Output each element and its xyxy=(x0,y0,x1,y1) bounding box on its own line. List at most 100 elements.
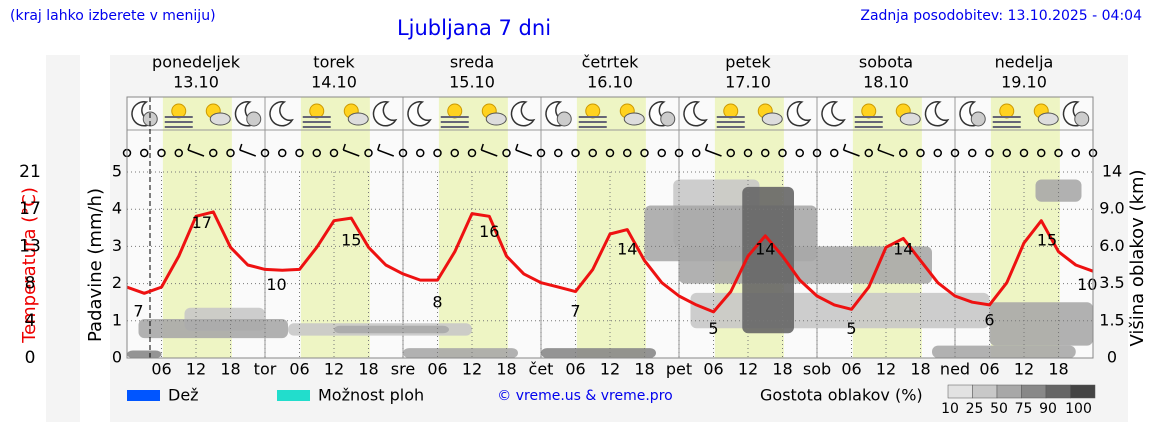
cloud-icon xyxy=(1074,111,1090,127)
cloud-area xyxy=(690,292,990,329)
temp-label: 6 xyxy=(984,310,994,329)
day-name: torek xyxy=(313,53,355,72)
wind-calm xyxy=(830,148,839,158)
moon-icon xyxy=(821,101,846,127)
x-tick-label: 18 xyxy=(220,360,240,379)
wind-calm xyxy=(398,148,408,158)
wind-barb xyxy=(877,149,895,157)
y2-tick-label: 1.5 xyxy=(1099,310,1124,329)
cloud-area xyxy=(1035,179,1082,202)
temp-label: 5 xyxy=(846,319,856,338)
wind-calm xyxy=(364,148,373,158)
wind-calm xyxy=(623,148,632,158)
x-tick-label: sre xyxy=(391,360,415,379)
wind-calm xyxy=(743,148,753,158)
wind-calm xyxy=(761,148,770,158)
day-name: nedelja xyxy=(995,53,1054,72)
wind-calm xyxy=(968,148,977,158)
temp-tick-label: 21 xyxy=(19,162,41,182)
cloud-icon xyxy=(485,112,507,126)
temperature-line xyxy=(126,210,1094,314)
y-tick-label: 0 xyxy=(112,348,122,367)
wind-calm xyxy=(554,148,563,158)
x-tick-label: 12 xyxy=(876,360,896,379)
update-time: Zadnja posodobitev: 13.10.2025 - 04:04 xyxy=(860,8,1142,24)
wind-calm xyxy=(329,148,339,158)
wind-calm xyxy=(657,148,666,158)
wind-barb xyxy=(515,143,519,151)
temp-tick-label: 0 xyxy=(25,348,36,368)
wind-barb xyxy=(480,143,484,151)
x-tick-label: 18 xyxy=(910,360,930,379)
y2-tick-label: 14 xyxy=(1102,162,1122,181)
cloud-area xyxy=(932,345,1076,358)
x-tick-label: 06 xyxy=(565,360,585,379)
day-date: 16.10 xyxy=(587,73,633,92)
plot-frame xyxy=(126,96,1094,359)
wind-calm xyxy=(1054,148,1063,158)
temp-label: 15 xyxy=(1037,231,1057,250)
wind-calm xyxy=(1071,148,1080,158)
y2-tick-label: 0 xyxy=(1107,348,1117,367)
wind-barb xyxy=(480,149,498,157)
wind-barb xyxy=(842,143,847,151)
cloud-icon xyxy=(623,112,645,126)
cloud-scale-label: 50 xyxy=(990,401,1008,417)
cloud-scale-box xyxy=(1021,384,1047,399)
x-tick-label: 18 xyxy=(634,360,654,379)
wind-barb xyxy=(239,143,243,151)
temp-label: 15 xyxy=(341,231,361,250)
day-name: četrtek xyxy=(582,53,640,72)
wind-calm xyxy=(157,148,166,158)
legend-label: Dež xyxy=(168,386,199,405)
wind-calm xyxy=(812,148,822,158)
x-tick-label: 18 xyxy=(772,360,792,379)
day-name: petek xyxy=(725,53,771,72)
wind-calm xyxy=(726,148,735,158)
wind-calm xyxy=(674,148,684,158)
sun-icon xyxy=(309,103,325,119)
wind-calm xyxy=(640,148,649,158)
sun-icon xyxy=(585,103,601,119)
wind-barb xyxy=(515,149,533,157)
sun-icon xyxy=(447,103,463,119)
x-tick-label: čet xyxy=(529,360,554,379)
x-tick-label: sob xyxy=(803,360,831,379)
wind-barb xyxy=(239,149,257,157)
wind-calm xyxy=(950,148,960,158)
cloud-area xyxy=(403,348,518,358)
wind-calm xyxy=(795,148,804,158)
wind-calm xyxy=(536,148,546,158)
day-name: ponedeljek xyxy=(152,53,241,72)
cloud-scale-box xyxy=(1045,384,1071,399)
wind-calm xyxy=(295,148,304,158)
x-tick-label: 12 xyxy=(462,360,482,379)
temp-label: 7 xyxy=(133,302,143,321)
x-tick-label: ned xyxy=(940,360,970,379)
x-tick-label: tor xyxy=(254,360,277,379)
daylight-band xyxy=(576,97,646,358)
cloud-icon xyxy=(209,112,231,126)
wind-calm xyxy=(916,148,925,158)
cloud-scale-title: Gostota oblakov (%) xyxy=(760,386,923,405)
y2-tick-label: 9.0 xyxy=(1099,199,1124,218)
wind-barb xyxy=(377,149,395,157)
cloud-scale-label: 10 xyxy=(941,401,959,417)
x-tick-label: 06 xyxy=(427,360,447,379)
moon-icon xyxy=(924,101,950,127)
x-tick-label: 18 xyxy=(358,360,378,379)
x-tick-label: 12 xyxy=(738,360,758,379)
day-date: 19.10 xyxy=(1001,73,1047,92)
cloud-area xyxy=(138,318,288,339)
moon-icon xyxy=(683,101,708,127)
x-tick-label: 12 xyxy=(1014,360,1034,379)
wind-calm xyxy=(174,148,183,158)
daylight-band xyxy=(300,97,370,358)
wind-barb xyxy=(705,149,722,157)
wind-calm xyxy=(1037,148,1046,158)
cloud-icon xyxy=(970,111,986,127)
wind-calm xyxy=(209,148,218,158)
cloud-area xyxy=(742,186,794,334)
sun-icon xyxy=(723,103,739,119)
